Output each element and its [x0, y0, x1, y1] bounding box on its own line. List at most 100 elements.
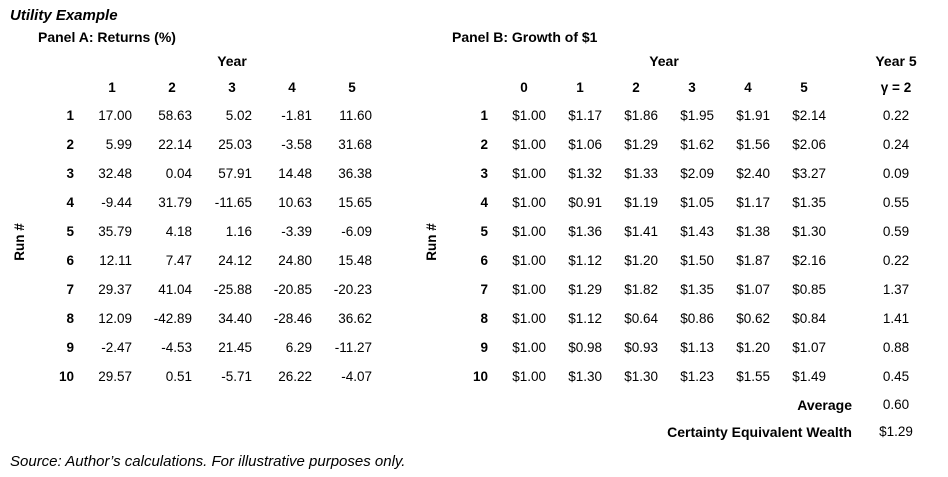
run-number: 8	[66, 311, 74, 326]
return-value: 24.80	[278, 253, 312, 268]
panel-a-year-header-row: Year	[38, 48, 382, 74]
panel-b-col-header-1: 1	[576, 80, 584, 95]
table-row: 9 -2.47 -4.53 21.45 6.29 -11.27	[38, 333, 382, 362]
column-gap	[832, 246, 858, 275]
wealth-value: $1.06	[568, 137, 602, 152]
wealth-value: $1.30	[792, 224, 826, 239]
return-value: 4.18	[165, 224, 192, 239]
return-value: -4.07	[341, 369, 372, 384]
certainty-equivalent-row: Certainty Equivalent Wealth $1.29	[452, 418, 934, 445]
return-value: 31.79	[158, 195, 192, 210]
wealth-value: $1.56	[736, 137, 770, 152]
wealth-value: $1.00	[512, 311, 546, 326]
panels-container: Panel A: Returns (%) Run # Year 1 2	[0, 27, 948, 445]
table-row: 6 $1.00 $1.12 $1.20 $1.50 $1.87 $2.16 0.22	[452, 246, 934, 275]
utility-value: 1.41	[882, 311, 910, 326]
return-value: 21.45	[218, 340, 252, 355]
gamma-column-header: γ = 2	[880, 80, 912, 95]
wealth-value: $1.86	[624, 108, 658, 123]
run-number: 3	[66, 166, 74, 181]
return-value: -11.27	[334, 340, 372, 355]
run-number: 9	[480, 340, 488, 355]
table-row: 6 12.11 7.47 24.12 24.80 15.48	[38, 246, 382, 275]
return-value: 36.62	[338, 311, 372, 326]
table-row: 8 12.09 -42.89 34.40 -28.46 36.62	[38, 304, 382, 333]
panel-a-body: 1 17.00 58.63 5.02 -1.81 11.60 2 5.99 22.14 25.03…	[38, 101, 382, 391]
panel-b-title: Panel B: Growth of $1	[452, 29, 598, 45]
return-value: 34.40	[218, 311, 252, 326]
panel-b-col-header-5: 5	[800, 80, 808, 95]
wealth-value: $1.17	[568, 108, 602, 123]
wealth-value: $1.00	[512, 369, 546, 384]
run-number: 5	[480, 224, 488, 239]
panel-a-col-header-2: 2	[168, 80, 176, 95]
run-number: 4	[480, 195, 488, 210]
panel-a-column-header-row: 1 2 3 4 5	[38, 74, 382, 101]
return-value: 12.09	[98, 311, 132, 326]
table-row: 2 $1.00 $1.06 $1.29 $1.62 $1.56 $2.06 0.24	[452, 130, 934, 159]
utility-value: 1.37	[882, 282, 910, 297]
run-number: 1	[66, 108, 74, 123]
wealth-value: $1.00	[512, 224, 546, 239]
wealth-value: $0.85	[792, 282, 826, 297]
wealth-value: $0.64	[624, 311, 658, 326]
return-value: 6.29	[285, 340, 312, 355]
panel-a: Panel A: Returns (%) Run # Year 1 2	[8, 27, 420, 391]
utility-value: 0.24	[882, 137, 910, 152]
table-row: 10 $1.00 $1.30 $1.30 $1.23 $1.55 $1.49 0.45	[452, 362, 934, 391]
panel-b-col-header-0: 0	[520, 80, 528, 95]
wealth-value: $1.33	[624, 166, 658, 181]
column-gap	[832, 304, 858, 333]
return-value: 5.99	[105, 137, 132, 152]
panel-b-col-header-2: 2	[632, 80, 640, 95]
wealth-value: $1.82	[624, 282, 658, 297]
column-gap	[832, 130, 858, 159]
table-row: 8 $1.00 $1.12 $0.64 $0.86 $0.62 $0.84 1.41	[452, 304, 934, 333]
wealth-value: $1.35	[792, 195, 826, 210]
wealth-value: $1.00	[512, 108, 546, 123]
table-row: 10 29.57 0.51 -5.71 26.22 -4.07	[38, 362, 382, 391]
run-number: 9	[66, 340, 74, 355]
table-row: 7 $1.00 $1.29 $1.82 $1.35 $1.07 $0.85 1.37	[452, 275, 934, 304]
panel-b-year5-group-label: Year 5	[875, 53, 917, 69]
run-number: 7	[66, 282, 74, 297]
average-row: Average 0.60	[452, 391, 934, 418]
wealth-value: $1.29	[568, 282, 602, 297]
return-value: -2.47	[101, 340, 132, 355]
return-value: 5.02	[225, 108, 252, 123]
column-gap	[832, 333, 858, 362]
panel-a-table: Year 1 2 3 4 5 1 17.00 58.63 5.02 -1.81 11.60…	[38, 48, 382, 391]
source-note: Source: Author’s calculations. For illus…	[10, 453, 406, 470]
wealth-value: $1.05	[680, 195, 714, 210]
return-value: -20.85	[273, 282, 312, 297]
wealth-value: $1.12	[568, 311, 602, 326]
return-value: 15.48	[338, 253, 372, 268]
wealth-value: $1.23	[680, 369, 714, 384]
panel-a-title: Panel A: Returns (%)	[38, 29, 176, 45]
run-number: 2	[480, 137, 488, 152]
panel-b-year-header-row: Year Year 5	[452, 48, 934, 74]
wealth-value: $3.27	[792, 166, 826, 181]
return-value: -1.81	[281, 108, 312, 123]
wealth-value: $1.35	[680, 282, 714, 297]
run-number: 8	[480, 311, 488, 326]
wealth-value: $1.17	[736, 195, 770, 210]
run-number: 6	[480, 253, 488, 268]
return-value: -25.88	[213, 282, 252, 297]
average-label: Average	[797, 396, 852, 413]
wealth-value: $1.95	[680, 108, 714, 123]
wealth-value: $1.32	[568, 166, 602, 181]
table-row: 2 5.99 22.14 25.03 -3.58 31.68	[38, 130, 382, 159]
return-value: -9.44	[101, 195, 132, 210]
run-number: 5	[66, 224, 74, 239]
return-value: -20.23	[333, 282, 372, 297]
panel-b-column-header-row: 0 1 2 3 4 5 γ = 2	[452, 74, 934, 101]
wealth-value: $1.19	[624, 195, 658, 210]
page-title: Utility Example	[10, 7, 118, 24]
wealth-value: $1.30	[568, 369, 602, 384]
return-value: 41.04	[158, 282, 192, 297]
return-value: 0.04	[165, 166, 192, 181]
wealth-value: $1.00	[512, 137, 546, 152]
empty-corner-cell	[452, 74, 496, 101]
